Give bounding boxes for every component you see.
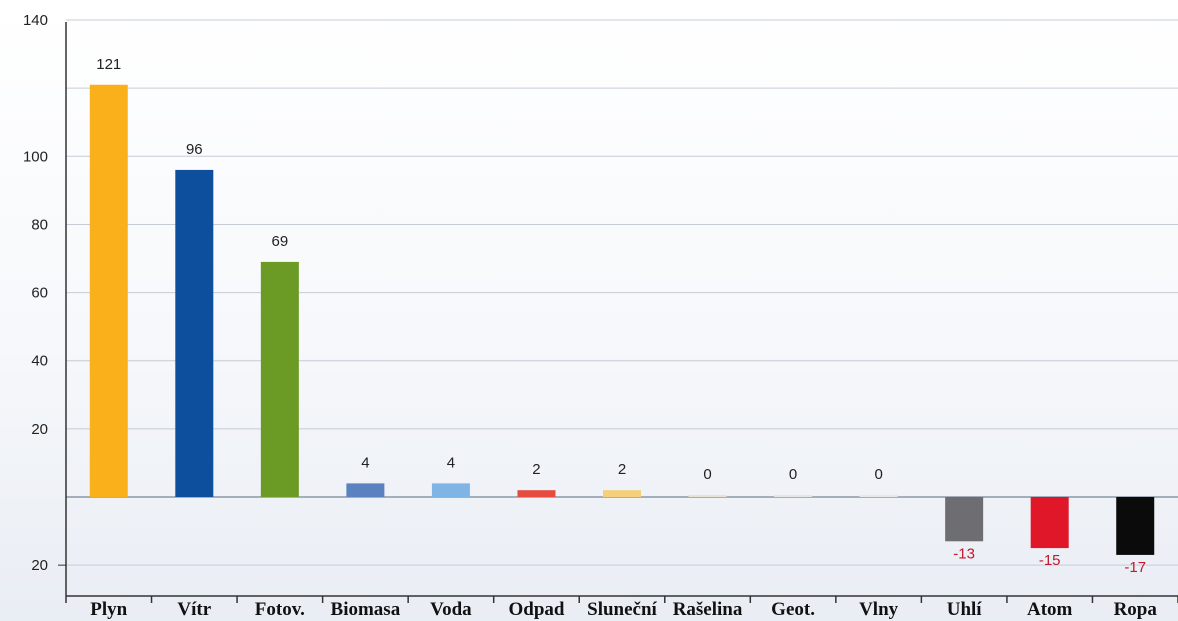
category-label: Biomasa [331,599,401,620]
bar [859,495,898,497]
y-tick-label: 20 [31,421,48,438]
category-label: Fotov. [255,599,305,620]
y-tick-label: 140 [23,12,48,29]
category-label: Uhlí [947,599,983,620]
category-label: Sluneční [587,599,657,620]
value-label: 121 [96,56,121,73]
bar [945,497,984,542]
value-label: 0 [703,466,711,483]
bar [89,84,128,498]
bars [89,84,1155,555]
value-label: 0 [874,466,882,483]
y-tick-labels: 140 100 80 60 40 20 20 [23,12,48,574]
bar [175,169,214,498]
value-label: 96 [186,141,203,158]
value-label: -13 [953,545,975,562]
value-label: 4 [361,454,369,471]
category-label: Geot. [771,599,815,620]
bar [260,261,299,497]
axes [58,22,1178,603]
bar [431,483,470,497]
value-label: 69 [272,233,289,250]
value-label: -15 [1039,552,1061,569]
category-label: Ropa [1114,599,1158,620]
bar [688,495,727,497]
category-label: Vlny [859,599,899,620]
value-label: -17 [1124,559,1146,576]
category-label: Rašelina [673,599,743,620]
category-label: Voda [430,599,472,620]
value-label: 4 [447,454,455,471]
bar [517,490,556,497]
bar [346,483,385,497]
bar [774,495,813,497]
bar [1116,497,1155,555]
category-label: Atom [1027,599,1073,620]
category-label: Vítr [177,599,211,620]
y-tick-label: 40 [31,353,48,370]
category-label: Odpad [508,599,564,620]
y-tick-label: 60 [31,285,48,302]
bar [1030,497,1069,549]
y-tick-label: 80 [31,216,48,233]
bar [603,490,641,497]
category-label: Plyn [90,599,127,620]
value-label: 2 [532,461,540,478]
y-tick-label: 100 [23,148,48,165]
value-label: 2 [618,461,626,478]
gridlines [66,19,1178,566]
value-labels: 121 96 69 4 4 2 2 0 0 0 -13 -15 -17 [96,56,1146,576]
y-tick-label: 20 [31,557,48,574]
value-label: 0 [789,466,797,483]
category-labels: Plyn Vítr Fotov. Biomasa Voda Odpad Sluneční Ra… [90,599,1157,620]
